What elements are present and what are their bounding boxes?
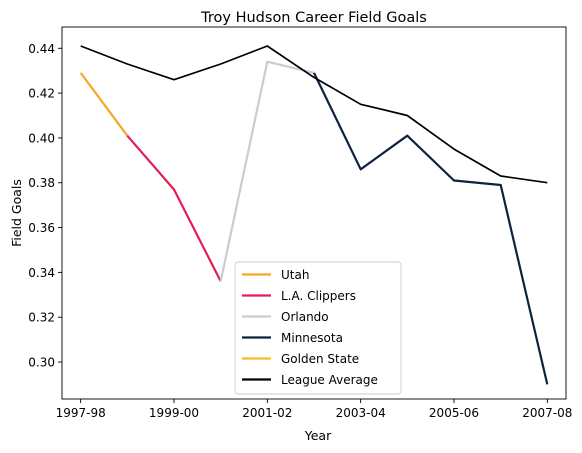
legend-label: League Average — [281, 373, 378, 387]
x-tick-label: 2001-02 — [242, 406, 292, 420]
y-tick-label: 0.44 — [28, 42, 55, 56]
y-tick-label: 0.38 — [28, 176, 55, 190]
y-tick-label: 0.36 — [28, 221, 55, 235]
y-tick-label: 0.32 — [28, 311, 55, 325]
x-tick-label: 2003-04 — [336, 406, 386, 420]
y-axis-label: Field Goals — [9, 179, 24, 247]
legend-label: L.A. Clippers — [281, 289, 356, 303]
y-tick-label: 0.30 — [28, 356, 55, 370]
y-axis: 0.30 0.32 0.34 0.36 0.38 0.40 0.42 0.44 — [28, 42, 62, 370]
legend-label: Orlando — [281, 310, 329, 324]
series-line-orlando — [221, 62, 314, 282]
x-tick-label: 2005-06 — [429, 406, 479, 420]
y-tick-label: 0.40 — [28, 131, 55, 145]
x-tick-label: 1999-00 — [149, 406, 199, 420]
x-axis: 1997-98 1999-00 2001-02 2003-04 2005-06 2007-… — [56, 399, 573, 420]
y-tick-label: 0.42 — [28, 87, 55, 101]
series-line-l-a-clippers — [127, 136, 220, 282]
x-axis-label: Year — [304, 428, 332, 443]
chart-title: Troy Hudson Career Field Goals — [200, 10, 427, 26]
x-tick-label: 1997-98 — [56, 406, 106, 420]
legend: Utah L.A. Clippers Orlando Minnesota Golden … — [235, 262, 401, 394]
series-line-utah — [81, 73, 128, 136]
y-tick-label: 0.34 — [28, 266, 55, 280]
legend-label: Utah — [281, 268, 309, 282]
legend-label: Golden State — [281, 352, 359, 366]
x-tick-label: 2007-08 — [522, 406, 572, 420]
legend-label: Minnesota — [281, 331, 343, 345]
